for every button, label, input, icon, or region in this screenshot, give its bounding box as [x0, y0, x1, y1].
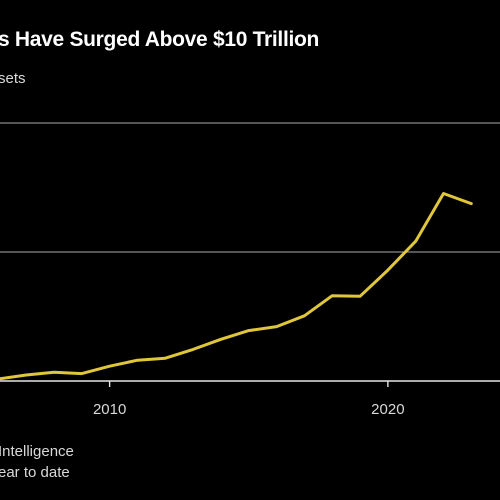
x-axis-ticks: 2010 2020 [93, 381, 405, 418]
source-note: Intelligence [0, 443, 74, 460]
gridlines [0, 122, 500, 253]
chart-title: s Have Surged Above $10 Trillion [0, 28, 320, 51]
footnote: ear to date [0, 464, 70, 481]
chart-subtitle: sets [0, 70, 26, 87]
x-tick-label: 2020 [371, 401, 404, 418]
data-series [0, 192, 473, 381]
x-tick-label: 2010 [93, 401, 126, 418]
series-line [0, 192, 473, 381]
